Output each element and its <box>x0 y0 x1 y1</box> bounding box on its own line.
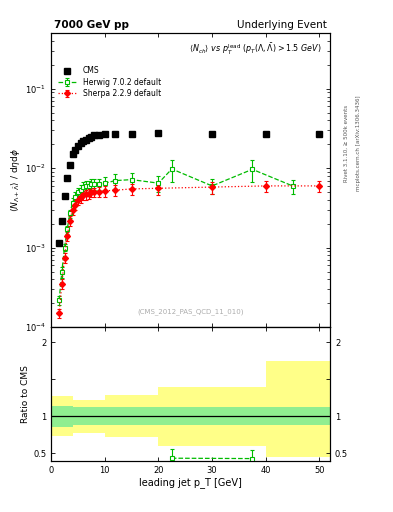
CMS <box>92 132 96 138</box>
Text: 7000 GeV pp: 7000 GeV pp <box>54 20 129 30</box>
CMS <box>81 138 86 144</box>
CMS <box>57 240 61 246</box>
Text: mcplots.cern.ch [arXiv:1306.3436]: mcplots.cern.ch [arXiv:1306.3436] <box>356 96 361 191</box>
CMS <box>65 175 70 181</box>
Legend: CMS, Herwig 7.0.2 default, Sherpa 2.2.9 default: CMS, Herwig 7.0.2 default, Sherpa 2.2.9 … <box>58 67 161 98</box>
Text: $\langle N_{ch} \rangle$ vs $p_T^{\rm lead}$ $(p_T(\Lambda,\bar{\Lambda}) > 1.5$: $\langle N_{ch} \rangle$ vs $p_T^{\rm le… <box>189 42 322 57</box>
Text: Underlying Event: Underlying Event <box>237 20 327 30</box>
X-axis label: leading jet p_T [GeV]: leading jet p_T [GeV] <box>139 477 242 488</box>
Y-axis label: $\langle N_{\Lambda+\bar{\Lambda}} \rangle$ / d$\eta$d$\phi$: $\langle N_{\Lambda+\bar{\Lambda}} \rang… <box>9 148 22 212</box>
CMS <box>317 131 322 137</box>
CMS <box>263 131 268 137</box>
CMS <box>59 218 64 224</box>
CMS <box>84 137 88 143</box>
CMS <box>78 140 83 146</box>
CMS <box>89 134 94 140</box>
CMS <box>97 132 102 138</box>
Line: CMS: CMS <box>56 130 322 246</box>
CMS <box>73 147 77 153</box>
CMS <box>210 131 215 137</box>
CMS <box>113 131 118 137</box>
Text: Rivet 3.1.10, ≥ 500k events: Rivet 3.1.10, ≥ 500k events <box>344 105 349 182</box>
CMS <box>68 162 72 168</box>
CMS <box>103 131 107 137</box>
Y-axis label: Ratio to CMS: Ratio to CMS <box>21 365 30 423</box>
CMS <box>62 193 67 199</box>
Text: (CMS_2012_PAS_QCD_11_010): (CMS_2012_PAS_QCD_11_010) <box>138 309 244 315</box>
CMS <box>75 143 80 149</box>
CMS <box>129 131 134 137</box>
CMS <box>156 130 161 136</box>
CMS <box>70 151 75 157</box>
CMS <box>86 135 91 141</box>
